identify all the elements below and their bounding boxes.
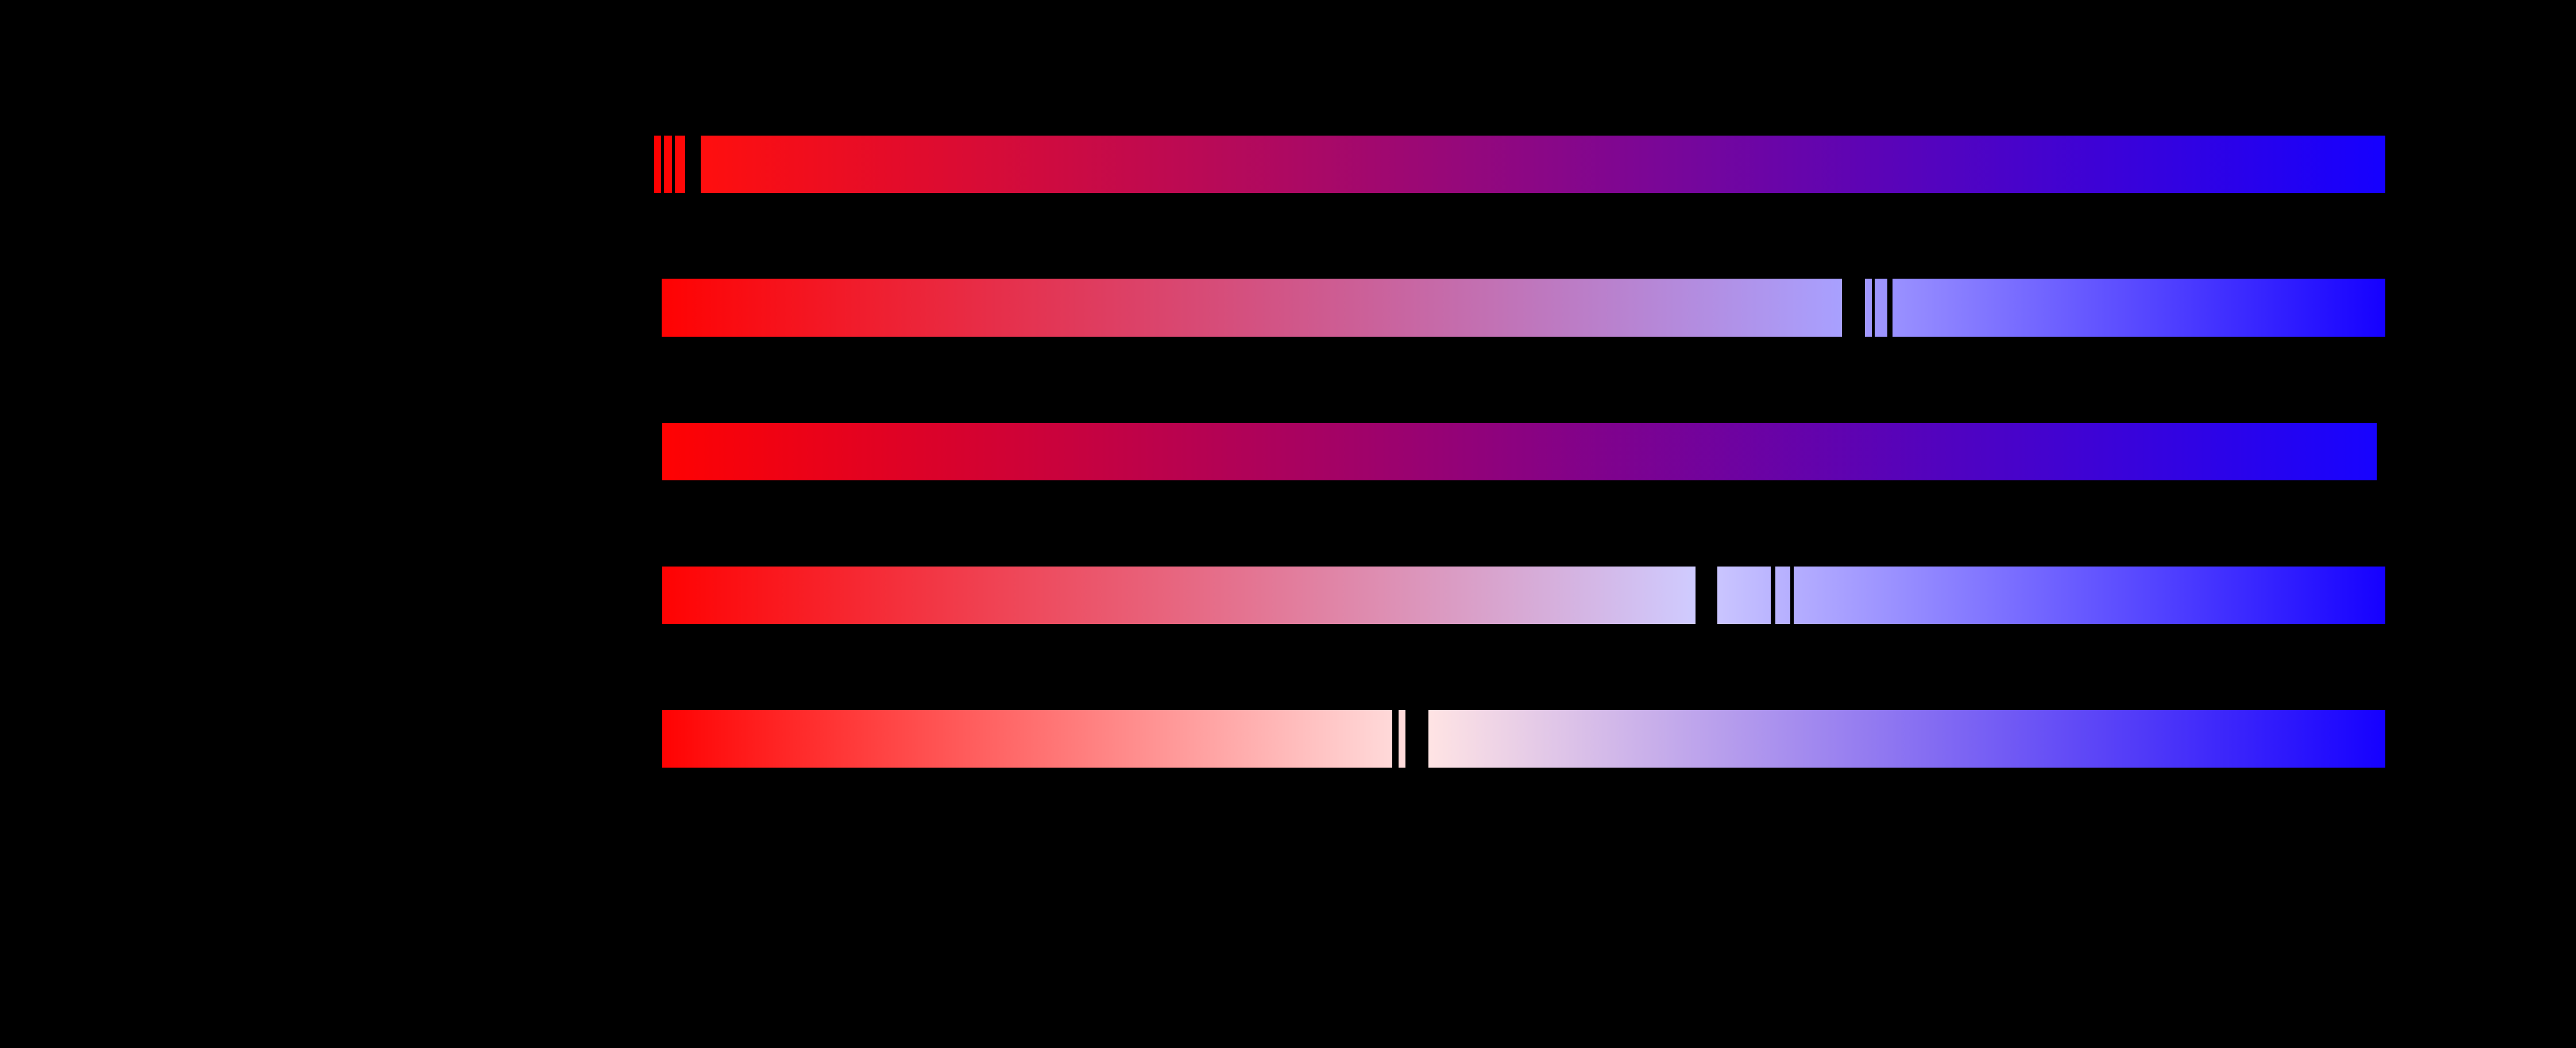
track-segment bbox=[1775, 567, 1790, 624]
gradient-track bbox=[0, 136, 2576, 193]
track-segment bbox=[1794, 567, 2385, 624]
track-segment bbox=[664, 136, 672, 193]
gradient-track bbox=[0, 710, 2576, 768]
track-segment bbox=[675, 136, 685, 193]
track-segment bbox=[662, 567, 1696, 624]
track-segment bbox=[701, 136, 2385, 193]
gradient-track bbox=[0, 423, 2576, 480]
track-segment bbox=[1865, 279, 1872, 337]
track-segment bbox=[1875, 279, 1887, 337]
track-segment bbox=[1717, 567, 1771, 624]
track-segment bbox=[1428, 710, 2385, 768]
gradient-track bbox=[0, 279, 2576, 337]
gradient-track bbox=[0, 567, 2576, 624]
track-segment bbox=[654, 136, 661, 193]
track-segment bbox=[1399, 710, 1405, 768]
track-segment bbox=[662, 423, 2377, 480]
track-segment bbox=[1893, 279, 2385, 337]
track-segment bbox=[662, 279, 1842, 337]
track-segment bbox=[662, 710, 1392, 768]
